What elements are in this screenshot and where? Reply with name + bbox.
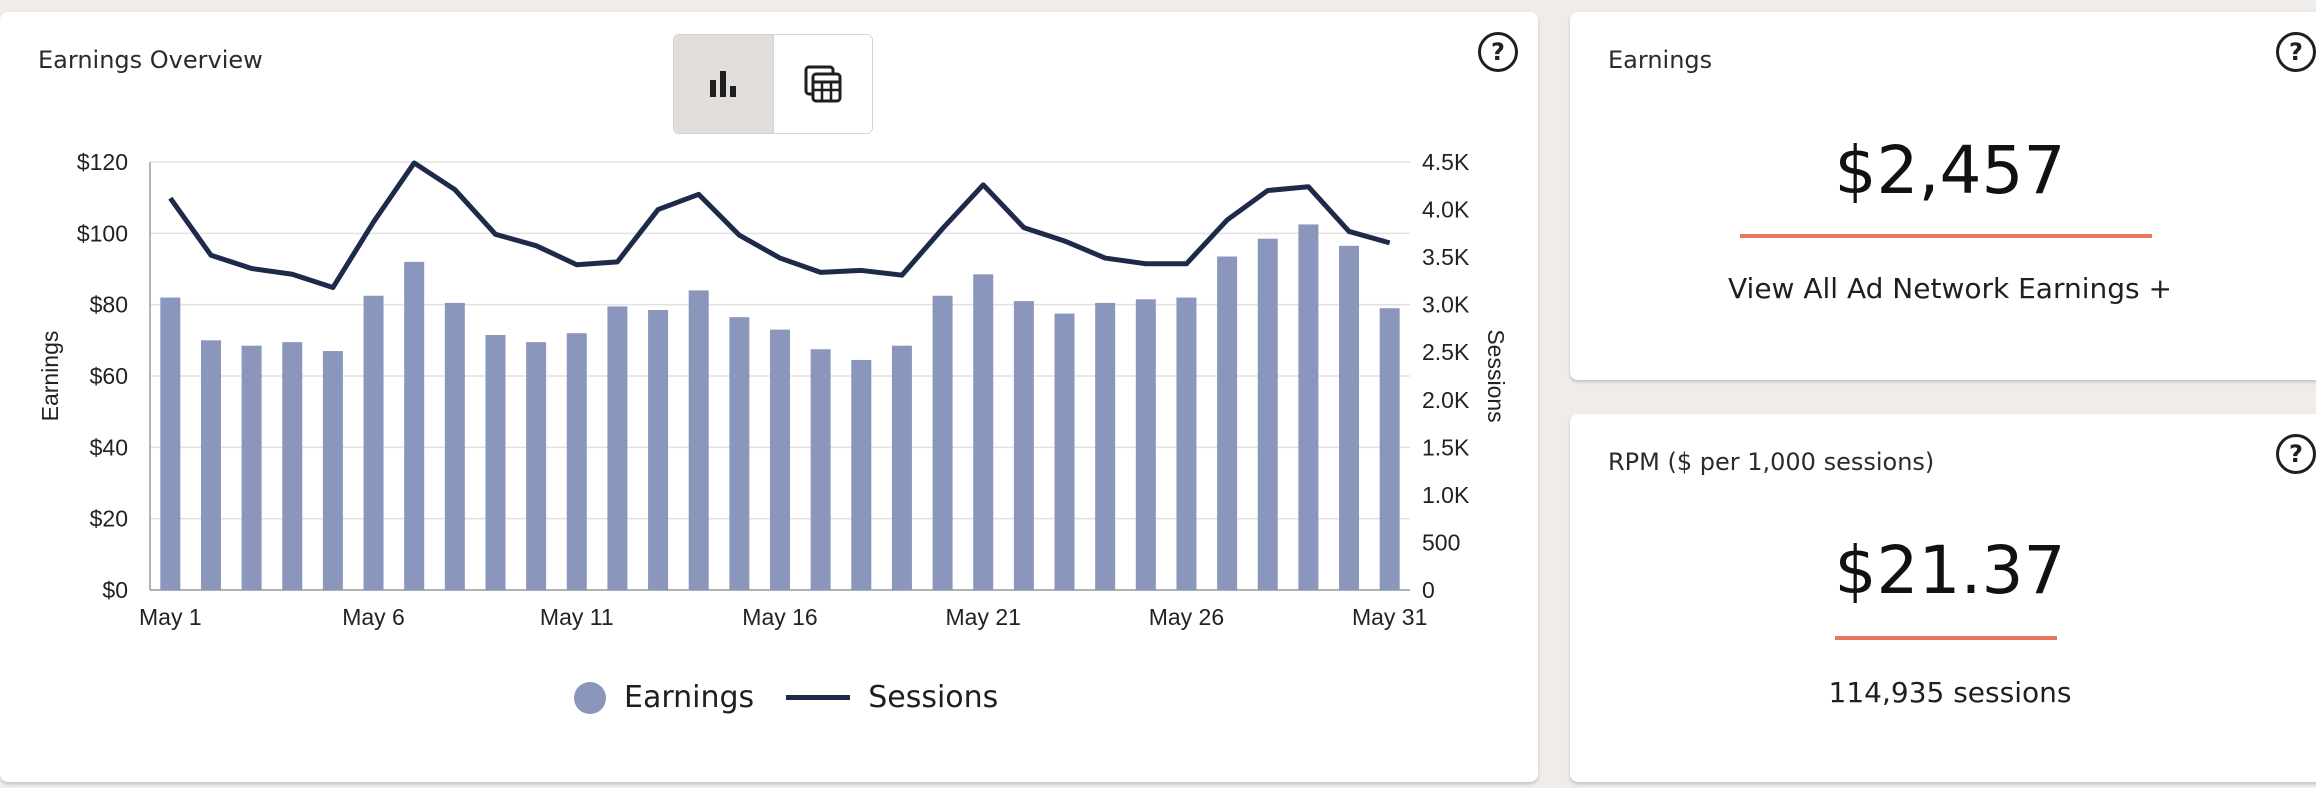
earnings-total: $2,457 — [1834, 132, 2066, 209]
card-title: RPM ($ per 1,000 sessions) — [1608, 448, 1935, 476]
legend-label-sessions: Sessions — [868, 680, 999, 715]
legend-item-earnings[interactable]: Earnings — [574, 680, 754, 715]
earnings-bar — [160, 297, 181, 590]
earnings-bar — [282, 342, 303, 590]
accent-divider — [1835, 636, 2057, 640]
y2-tick-label: 0 — [1422, 577, 1435, 603]
earnings-bar — [1135, 299, 1156, 590]
view-toggle — [673, 34, 873, 134]
y-tick-label: $60 — [90, 363, 128, 389]
earnings-bar — [566, 333, 587, 590]
help-icon[interactable]: ? — [2276, 32, 2316, 72]
earnings-card: Earnings ? $2,457 View All Ad Network Ea… — [1570, 12, 2316, 380]
y2-tick-label: 2.0K — [1422, 387, 1470, 413]
rpm-card: RPM ($ per 1,000 sessions) ? $21.37 114,… — [1570, 414, 2316, 782]
earnings-bar — [851, 359, 872, 590]
y2-tick-label: 4.0K — [1422, 197, 1470, 223]
table-view-button[interactable] — [773, 35, 872, 133]
y-tick-label: $80 — [90, 292, 128, 318]
help-icon[interactable]: ? — [2276, 434, 2316, 474]
legend-label-earnings: Earnings — [624, 680, 755, 715]
view-all-earnings-link[interactable]: View All Ad Network Earnings + — [1728, 272, 2172, 305]
earnings-bar — [932, 295, 953, 590]
x-tick-label: May 26 — [1149, 604, 1224, 630]
y-tick-label: $100 — [77, 220, 128, 246]
y2-tick-label: 3.5K — [1422, 244, 1470, 270]
earnings-bar — [200, 340, 221, 590]
earnings-bar — [770, 329, 790, 590]
earnings-bar — [810, 349, 831, 590]
x-tick-label: May 21 — [946, 604, 1021, 630]
y-tick-label: $20 — [90, 506, 128, 532]
legend-swatch-sessions — [786, 695, 851, 700]
earnings-bar — [526, 342, 547, 590]
earnings-bar — [1013, 301, 1034, 590]
earnings-bar — [607, 306, 628, 590]
earnings-bar — [1054, 313, 1075, 590]
sessions-count: 114,935 sessions — [1828, 676, 2072, 709]
earnings-bar — [1095, 302, 1116, 590]
earnings-bar — [1257, 238, 1278, 590]
y2-tick-label: 1.5K — [1422, 434, 1470, 460]
earnings-bar — [322, 351, 343, 590]
x-tick-label: May 16 — [742, 604, 817, 630]
earnings-bar — [1176, 297, 1197, 590]
legend-swatch-earnings — [574, 681, 606, 714]
card-title: Earnings Overview — [38, 46, 263, 74]
earnings-bar — [1298, 224, 1319, 590]
legend-item-sessions[interactable]: Sessions — [786, 680, 998, 715]
earnings-bar — [1379, 308, 1400, 590]
earnings-bar — [688, 290, 709, 590]
x-tick-label: May 31 — [1352, 604, 1427, 630]
x-tick-label: May 11 — [540, 604, 614, 630]
chart-legend: Earnings Sessions — [574, 680, 1030, 715]
y2-tick-label: 500 — [1422, 529, 1460, 555]
chart-view-button[interactable] — [674, 35, 774, 133]
earnings-bar — [363, 295, 384, 590]
earnings-bar — [648, 310, 669, 590]
y2-tick-label: 2.5K — [1422, 339, 1470, 365]
y-axis-title: Earnings — [37, 331, 63, 422]
accent-divider — [1740, 234, 2152, 238]
y2-tick-label: 1.0K — [1422, 482, 1470, 508]
earnings-bar — [444, 302, 465, 590]
help-icon[interactable]: ? — [1478, 32, 1518, 72]
y2-tick-label: 4.5K — [1422, 149, 1470, 175]
earnings-bar — [973, 274, 994, 590]
earnings-bar — [404, 261, 425, 590]
rpm-value: $21.37 — [1834, 532, 2066, 609]
y2-tick-label: 3.0K — [1422, 292, 1470, 318]
card-title: Earnings — [1608, 46, 1713, 74]
y-tick-label: $120 — [77, 149, 128, 175]
bar-chart-icon — [710, 71, 737, 97]
y2-axis-title: Sessions — [1483, 329, 1509, 422]
y-tick-label: $40 — [90, 434, 128, 460]
earnings-bar — [1217, 256, 1238, 590]
earnings-bar — [1339, 245, 1360, 591]
x-tick-label: May 1 — [139, 604, 202, 630]
earnings-overview-card: Earnings Overview ? $0 $20 $40 $60 $80 $100 $1… — [0, 12, 1538, 782]
earnings-bar — [729, 317, 750, 590]
earnings-bar — [891, 345, 912, 590]
earnings-sessions-chart: $0 $20 $40 $60 $80 $100 $120 0 500 1.0K 1.5K 2.0K 2.… — [37, 149, 1509, 630]
sessions-line — [168, 160, 1391, 291]
x-tick-label: May 6 — [342, 604, 405, 630]
y-tick-label: $0 — [102, 577, 128, 603]
earnings-bar — [241, 345, 262, 590]
table-icon — [804, 65, 842, 103]
earnings-bar — [485, 334, 506, 590]
